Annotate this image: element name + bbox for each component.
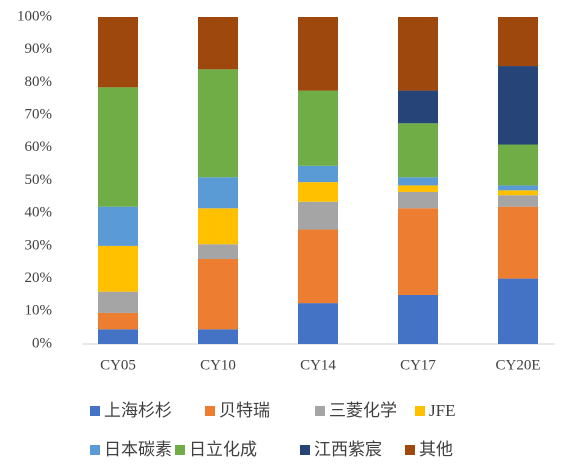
x-tick-label: CY17 xyxy=(400,357,436,373)
bar-segment xyxy=(498,195,538,207)
y-tick-label: 10% xyxy=(25,303,53,319)
bar-segment xyxy=(198,244,238,259)
legend-swatch xyxy=(90,406,100,416)
bar-segment xyxy=(198,17,238,70)
bar-segment xyxy=(398,90,438,124)
legend-swatch xyxy=(315,406,325,416)
bar-segment xyxy=(398,17,438,91)
legend-swatch xyxy=(175,445,185,455)
legend-label: 上海杉杉 xyxy=(104,401,172,420)
y-tick-label: 30% xyxy=(25,237,53,253)
bar-segment xyxy=(398,208,438,295)
y-tick-label: 80% xyxy=(25,74,53,90)
y-tick-label: 100% xyxy=(17,8,52,24)
legend-swatch xyxy=(300,445,310,455)
bar-segment xyxy=(398,185,438,192)
bar-segment xyxy=(298,229,338,304)
bar-segment xyxy=(498,278,538,344)
bar-segment xyxy=(298,182,338,202)
bar-segment xyxy=(98,17,138,88)
legend-swatch xyxy=(205,406,215,416)
x-tick-label: CY05 xyxy=(100,357,136,373)
bar-segment xyxy=(98,206,138,246)
bar-segment xyxy=(398,177,438,186)
x-tick-label: CY14 xyxy=(300,357,336,373)
y-tick-label: 70% xyxy=(25,107,53,123)
bar-segment xyxy=(398,191,438,209)
legend-label: 日本碳素 xyxy=(104,440,172,459)
legend-label: JFE xyxy=(429,401,455,420)
bar-segment xyxy=(498,190,538,196)
legend-swatch xyxy=(405,445,415,455)
bar-segment xyxy=(198,177,238,209)
x-tick-label: CY20E xyxy=(496,357,541,373)
bar-segment xyxy=(98,329,138,344)
bar-segment xyxy=(98,87,138,207)
legend-label: 江西紫宸 xyxy=(314,440,382,459)
bar-segment xyxy=(498,185,538,191)
bar-segment xyxy=(198,208,238,245)
bar-segment xyxy=(298,201,338,230)
bar-segment xyxy=(498,206,538,279)
bar-segment xyxy=(98,312,138,330)
y-tick-label: 20% xyxy=(25,270,53,286)
bar-segment xyxy=(98,245,138,292)
y-tick-label: 60% xyxy=(25,139,53,155)
legend-label: 贝特瑞 xyxy=(219,401,270,420)
bar-segment xyxy=(98,291,138,313)
bar-segment xyxy=(198,69,238,178)
y-tick-label: 40% xyxy=(25,205,53,221)
x-tick-label: CY10 xyxy=(200,357,236,373)
bar-segment xyxy=(398,294,438,344)
legend-label: 三菱化学 xyxy=(329,401,397,420)
legend-label: 其他 xyxy=(419,440,453,459)
bar-segment xyxy=(198,329,238,344)
bar-segment xyxy=(498,17,538,67)
bar-segment xyxy=(198,258,238,330)
bar-segment xyxy=(498,66,538,145)
legend-swatch xyxy=(415,406,425,416)
y-tick-label: 0% xyxy=(32,335,52,351)
legend-swatch xyxy=(90,445,100,455)
bar-segment xyxy=(298,17,338,91)
bar-segment xyxy=(298,90,338,166)
y-tick-label: 90% xyxy=(25,41,53,57)
bar-segment xyxy=(398,123,438,178)
bar-segment xyxy=(298,303,338,344)
legend-label: 日立化成 xyxy=(189,440,257,459)
bar-segment xyxy=(498,144,538,186)
y-tick-label: 50% xyxy=(25,172,53,188)
bar-segment xyxy=(298,165,338,183)
